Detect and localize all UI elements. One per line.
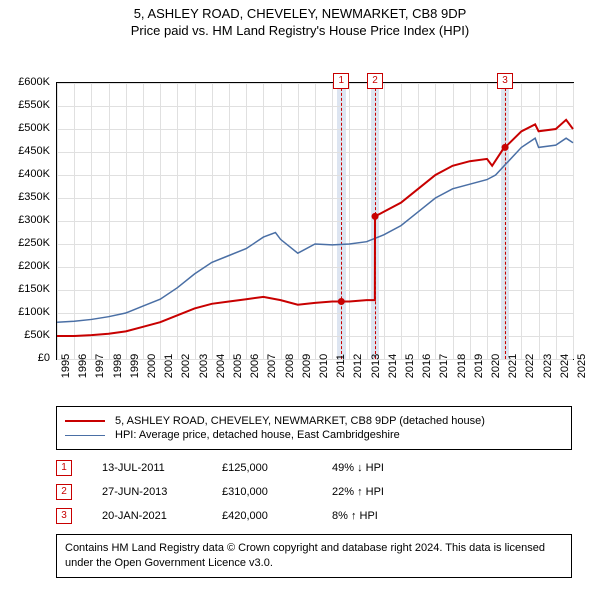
x-axis-label: 2010 xyxy=(318,354,330,378)
x-axis-label: 2006 xyxy=(249,354,261,378)
y-axis-label: £600K xyxy=(4,76,50,88)
event-pct: 49% ↓ HPI xyxy=(332,462,384,474)
chart: 123 £0 £50K £100K £150K £200K £250K £300K £350K £… xyxy=(0,38,600,398)
y-axis-label: £150K xyxy=(4,283,50,295)
x-axis-label: 1995 xyxy=(60,354,72,378)
legend-label: 5, ASHLEY ROAD, CHEVELEY, NEWMARKET, CB8… xyxy=(115,415,485,427)
x-axis-label: 1999 xyxy=(129,354,141,378)
x-axis-label: 2021 xyxy=(507,354,519,378)
x-axis-label: 2022 xyxy=(524,354,536,378)
x-axis-label: 2009 xyxy=(301,354,313,378)
x-axis-label: 2017 xyxy=(438,354,450,378)
page-title-line1: 5, ASHLEY ROAD, CHEVELEY, NEWMARKET, CB8… xyxy=(0,6,600,21)
x-axis-label: 2011 xyxy=(335,354,347,378)
y-axis-label: £350K xyxy=(4,191,50,203)
y-axis-label: £250K xyxy=(4,237,50,249)
x-axis-label: 2014 xyxy=(387,354,399,378)
event-pct: 22% ↑ HPI xyxy=(332,486,384,498)
event-price: £125,000 xyxy=(222,462,332,474)
sale-point xyxy=(372,213,379,220)
x-axis-label: 2016 xyxy=(421,354,433,378)
legend-item: HPI: Average price, detached house, East… xyxy=(65,429,563,441)
x-axis-label: 2003 xyxy=(198,354,210,378)
series-svg xyxy=(57,83,573,359)
y-axis-label: £400K xyxy=(4,168,50,180)
event-badge: 2 xyxy=(56,484,72,500)
event-pct: 8% ↑ HPI xyxy=(332,510,378,522)
x-axis-label: 2023 xyxy=(542,354,554,378)
x-axis-label: 2008 xyxy=(284,354,296,378)
attribution: Contains HM Land Registry data © Crown c… xyxy=(56,534,572,578)
event-date: 27-JUN-2013 xyxy=(102,486,222,498)
legend-item: 5, ASHLEY ROAD, CHEVELEY, NEWMARKET, CB8… xyxy=(65,415,563,427)
legend-swatch xyxy=(65,420,105,422)
y-axis-label: £200K xyxy=(4,260,50,272)
event-row: 2 27-JUN-2013£310,00022% ↑ HPI xyxy=(56,484,572,500)
y-axis-label: £50K xyxy=(4,329,50,341)
series-line xyxy=(57,120,573,336)
x-axis-label: 2013 xyxy=(370,354,382,378)
y-axis-label: £300K xyxy=(4,214,50,226)
y-axis-label: £450K xyxy=(4,145,50,157)
x-axis-label: 2000 xyxy=(146,354,158,378)
event-date: 20-JAN-2021 xyxy=(102,510,222,522)
x-axis-label: 2024 xyxy=(559,354,571,378)
x-axis-label: 2025 xyxy=(576,354,588,378)
x-axis-label: 2004 xyxy=(215,354,227,378)
y-axis-label: £100K xyxy=(4,306,50,318)
sale-point xyxy=(338,298,345,305)
legend-label: HPI: Average price, detached house, East… xyxy=(115,429,400,441)
legend: 5, ASHLEY ROAD, CHEVELEY, NEWMARKET, CB8… xyxy=(56,406,572,450)
x-axis-label: 2002 xyxy=(180,354,192,378)
event-badge: 1 xyxy=(56,460,72,476)
gridline xyxy=(573,83,574,359)
events-table: 1 13-JUL-2011£125,00049% ↓ HPI 2 27-JUN-201… xyxy=(56,460,572,524)
x-axis-label: 1998 xyxy=(112,354,124,378)
x-axis-label: 1996 xyxy=(77,354,89,378)
y-axis-label: £0 xyxy=(4,352,50,364)
sale-point xyxy=(502,144,509,151)
x-axis-label: 2001 xyxy=(163,354,175,378)
y-axis-label: £500K xyxy=(4,122,50,134)
page-title-line2: Price paid vs. HM Land Registry's House … xyxy=(0,23,600,38)
x-axis-label: 2018 xyxy=(456,354,468,378)
event-date: 13-JUL-2011 xyxy=(102,462,222,474)
x-axis-label: 2012 xyxy=(352,354,364,378)
legend-swatch xyxy=(65,435,105,436)
x-axis-label: 2007 xyxy=(266,354,278,378)
event-row: 3 20-JAN-2021£420,0008% ↑ HPI xyxy=(56,508,572,524)
x-axis-label: 2005 xyxy=(232,354,244,378)
x-axis-label: 2019 xyxy=(473,354,485,378)
y-axis-label: £550K xyxy=(4,99,50,111)
plot-area: 123 xyxy=(56,82,574,360)
event-row: 1 13-JUL-2011£125,00049% ↓ HPI xyxy=(56,460,572,476)
x-axis-label: 2020 xyxy=(490,354,502,378)
x-axis-label: 2015 xyxy=(404,354,416,378)
event-price: £420,000 xyxy=(222,510,332,522)
event-price: £310,000 xyxy=(222,486,332,498)
x-axis-label: 1997 xyxy=(94,354,106,378)
series-line xyxy=(57,138,573,322)
event-badge: 3 xyxy=(56,508,72,524)
